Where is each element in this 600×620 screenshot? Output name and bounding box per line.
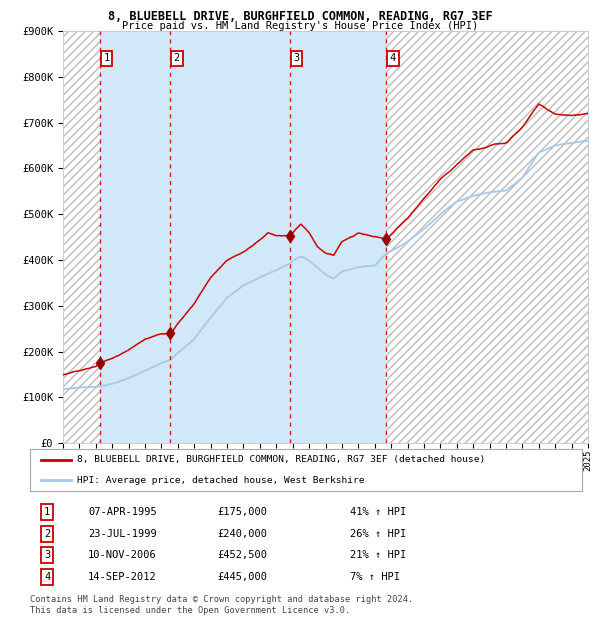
Text: 8, BLUEBELL DRIVE, BURGHFIELD COMMON, READING, RG7 3EF (detached house): 8, BLUEBELL DRIVE, BURGHFIELD COMMON, RE… [77,455,485,464]
Bar [170,31,290,443]
Text: 4: 4 [44,572,50,582]
Text: Contains HM Land Registry data © Crown copyright and database right 2024.
This d: Contains HM Land Registry data © Crown c… [30,595,413,614]
Bar [290,31,386,443]
Text: HPI: Average price, detached house, West Berkshire: HPI: Average price, detached house, West… [77,476,364,485]
Text: Price paid vs. HM Land Registry's House Price Index (HPI): Price paid vs. HM Land Registry's House … [122,21,478,31]
Text: £240,000: £240,000 [218,529,268,539]
Text: 7% ↑ HPI: 7% ↑ HPI [350,572,400,582]
Bar [100,31,170,443]
Text: £445,000: £445,000 [218,572,268,582]
Text: £175,000: £175,000 [218,507,268,517]
Text: 21% ↑ HPI: 21% ↑ HPI [350,551,406,560]
Text: 14-SEP-2012: 14-SEP-2012 [88,572,157,582]
Text: 2: 2 [174,53,180,63]
Text: 07-APR-1995: 07-APR-1995 [88,507,157,517]
Text: 23-JUL-1999: 23-JUL-1999 [88,529,157,539]
Text: 26% ↑ HPI: 26% ↑ HPI [350,529,406,539]
Text: 2: 2 [44,529,50,539]
Bar [386,31,588,443]
Text: 3: 3 [44,551,50,560]
Text: 1: 1 [104,53,110,63]
Text: 3: 3 [293,53,300,63]
Text: £452,500: £452,500 [218,551,268,560]
Text: 8, BLUEBELL DRIVE, BURGHFIELD COMMON, READING, RG7 3EF: 8, BLUEBELL DRIVE, BURGHFIELD COMMON, RE… [107,10,493,23]
Bar [63,31,100,443]
Text: 4: 4 [389,53,396,63]
Text: 10-NOV-2006: 10-NOV-2006 [88,551,157,560]
Text: 1: 1 [44,507,50,517]
Text: 41% ↑ HPI: 41% ↑ HPI [350,507,406,517]
